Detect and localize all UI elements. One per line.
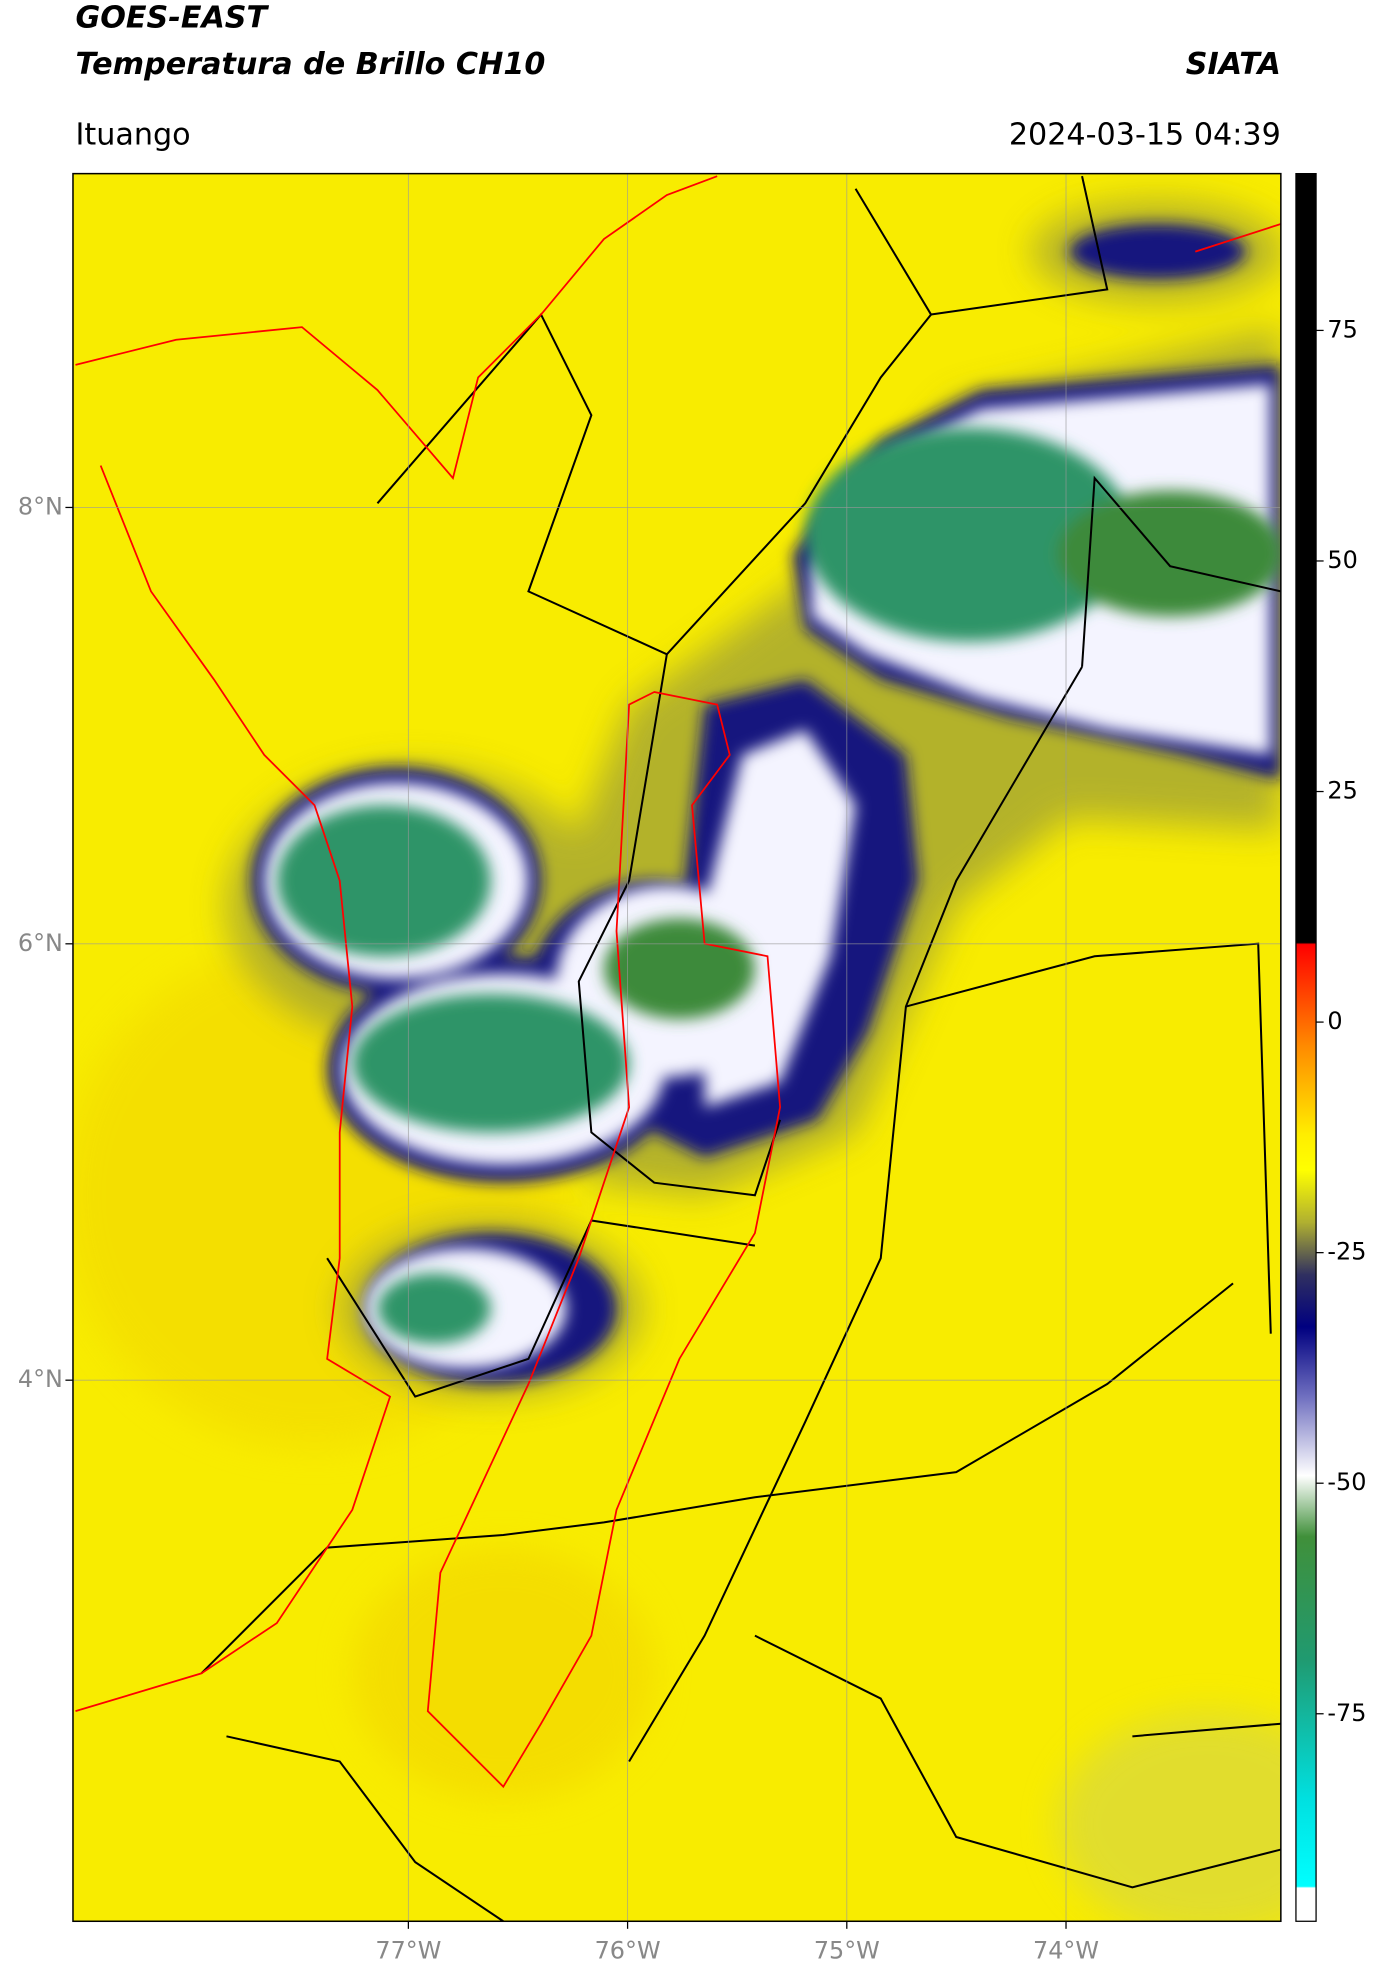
colorbar-tick-label: 25 xyxy=(1327,777,1357,805)
map-frame xyxy=(72,172,1282,1923)
x-tick-label: 74°W xyxy=(1033,1936,1099,1964)
map-image xyxy=(72,173,1281,1922)
y-tick-label: 8°N xyxy=(18,492,63,520)
title-line1: GOES-EAST xyxy=(75,0,269,35)
x-tick-label: 76°W xyxy=(595,1936,661,1964)
colorbar-tick-label: -25 xyxy=(1327,1238,1366,1266)
organization: SIATA xyxy=(1186,47,1281,82)
graticule xyxy=(72,173,1281,1922)
title-line2: Temperatura de Brillo CH10 xyxy=(75,47,545,82)
datetime: 2024-03-15 04:39 xyxy=(1009,117,1281,152)
colorbar-tick-label: -50 xyxy=(1327,1468,1366,1496)
colorbar-tick-label: 50 xyxy=(1327,546,1357,574)
y-tick-label: 4°N xyxy=(18,1365,63,1393)
colorbar-tick-label: -75 xyxy=(1327,1699,1366,1727)
colorbar-tick-label: 0 xyxy=(1327,1007,1342,1035)
x-tick-label: 77°W xyxy=(375,1936,441,1964)
colorbar-tick-label: 75 xyxy=(1327,315,1357,343)
location: Ituango xyxy=(75,117,190,152)
y-tick-label: 6°N xyxy=(18,929,63,957)
figure: GOES-EAST Temperatura de Brillo CH10 SIA… xyxy=(18,0,1367,1964)
x-tick-label: 75°W xyxy=(814,1936,880,1964)
colorbar xyxy=(1295,173,1317,1922)
